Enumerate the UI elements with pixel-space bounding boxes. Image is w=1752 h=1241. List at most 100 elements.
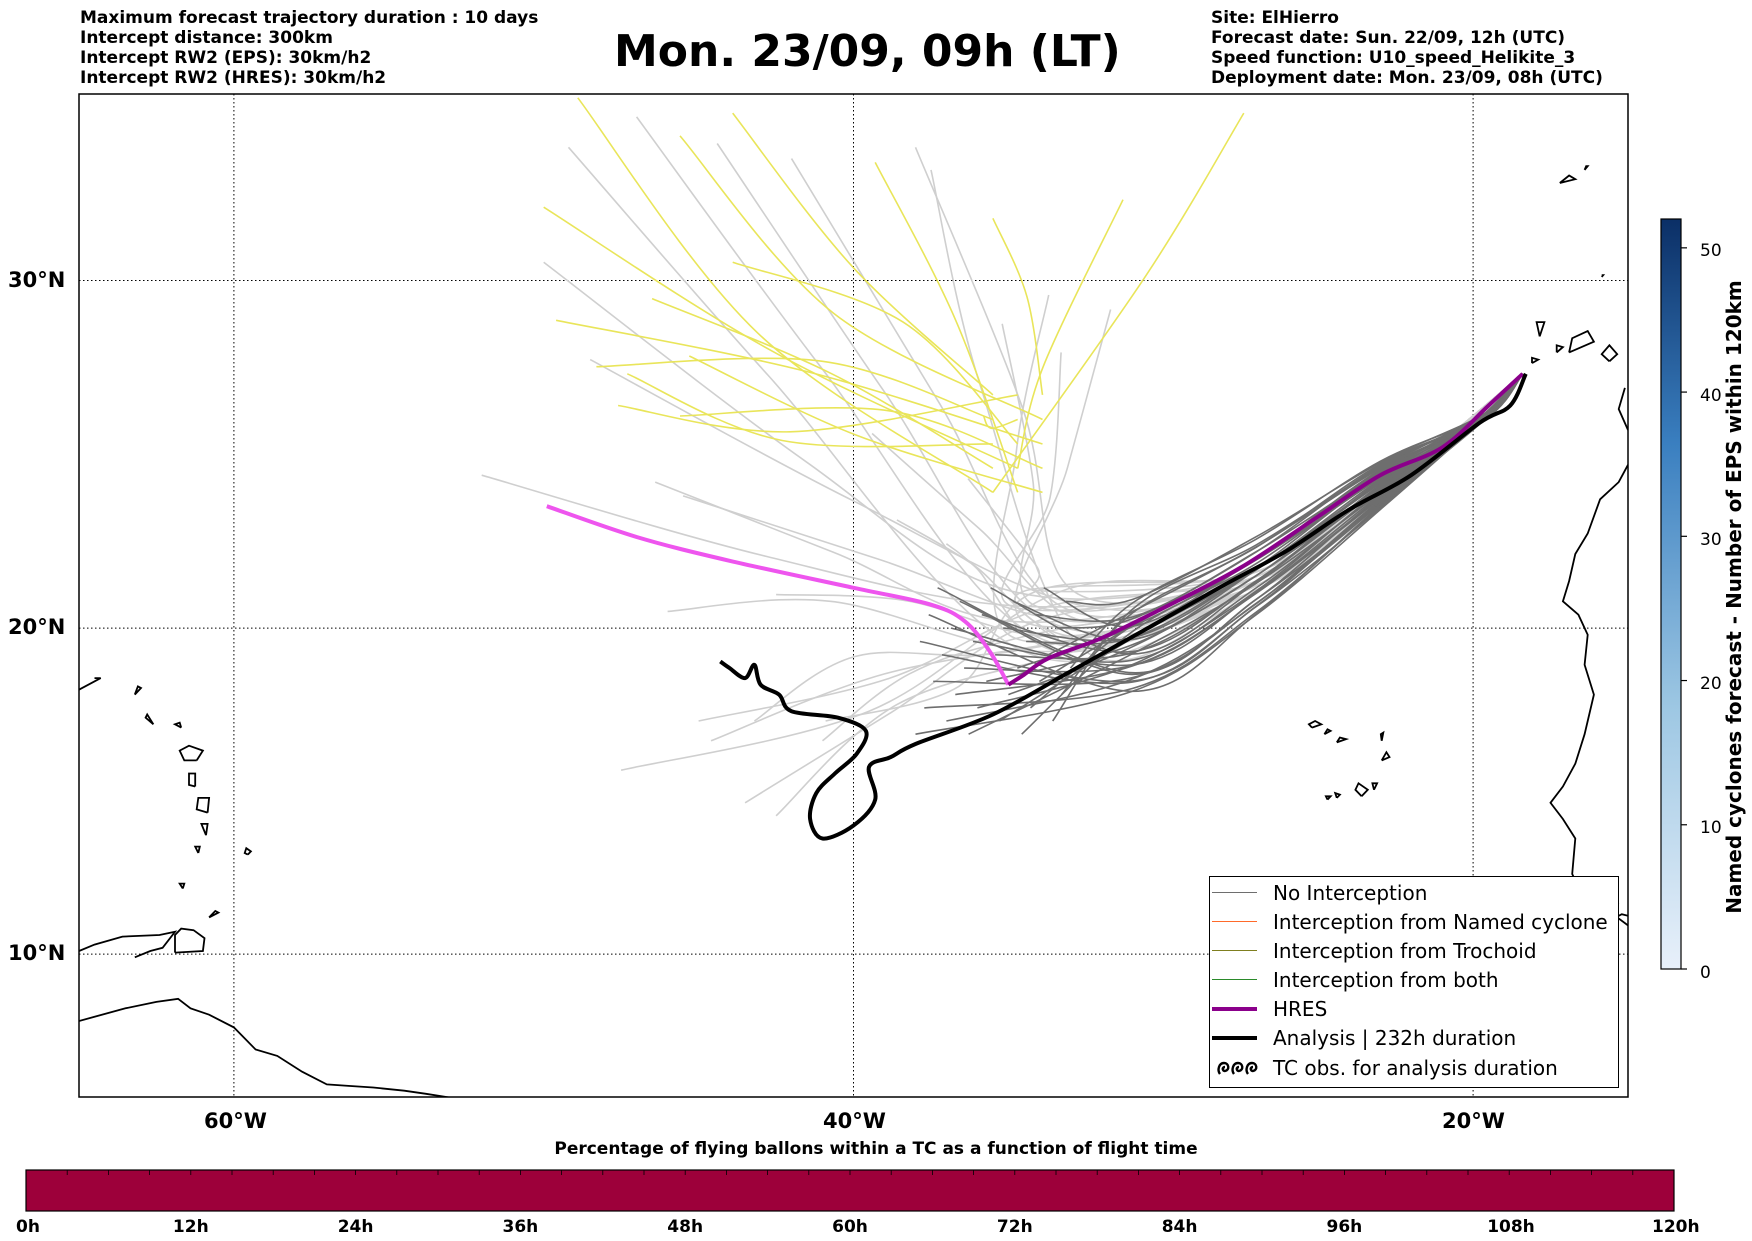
trochoid-faded-trajectory [1016, 199, 1124, 469]
info-line: Speed function: U10_speed_Helikite_3 [1211, 48, 1576, 68]
flight-time-tick-label: 60h [832, 1217, 868, 1237]
flight-time-tick-label: 36h [502, 1217, 539, 1237]
legend-label: Analysis | 232h duration [1273, 1026, 1517, 1050]
legend-swatch-trochoid [1212, 950, 1257, 951]
flight-time-tick-label: 0h [16, 1217, 40, 1237]
trochoid-faded-trajectory [732, 112, 994, 396]
info-line: Intercept RW2 (HRES): 30km/h2 [80, 68, 387, 88]
faded-trajectory [716, 143, 1524, 633]
west-africa-coast [1549, 464, 1628, 927]
cape-verde-santo-antao [1307, 719, 1324, 729]
legend-label: HRES [1273, 997, 1328, 1021]
faded-trajectory [790, 158, 1524, 618]
coastline [79, 165, 1628, 1097]
faded-trajectory [1001, 323, 1524, 613]
flight-time-tick-label: 108h [1487, 1217, 1535, 1237]
cape-verde-sal [1379, 730, 1385, 741]
south-america-coast [79, 997, 452, 1097]
madeira-east [1583, 165, 1590, 171]
trochoid-faded-trajectory [626, 373, 993, 448]
lon-tick-label: 20°W [1442, 1109, 1505, 1133]
legend-swatch-named-cyclone [1212, 921, 1257, 922]
flight-time-tick-label: 84h [1161, 1217, 1198, 1237]
no-interception-trajectory [1034, 373, 1524, 622]
st-vincent-island [193, 845, 201, 854]
legend-label: Interception from both [1273, 968, 1499, 992]
no-interception-trajectory [1026, 373, 1524, 645]
la-gomera-island [1555, 344, 1565, 354]
hres-track-intercepted [1007, 372, 1525, 687]
flight-time-tick-label: 96h [1326, 1217, 1363, 1237]
trochoid-faded-trajectory [982, 415, 1018, 430]
dominica-island [188, 772, 197, 788]
flight-time-bar [25, 1169, 1675, 1212]
bottom-colorbar-title: Percentage of flying ballons within a TC… [554, 1139, 1198, 1159]
header-info-left: Maximum forecast trajectory duration : 1… [80, 8, 538, 88]
trochoid-faded-trajectory [555, 319, 1043, 445]
info-line: Site: ElHierro [1211, 8, 1339, 28]
analysis-track [719, 372, 1528, 841]
salvage-island [1601, 274, 1606, 278]
map-frame [78, 93, 1629, 1098]
legend-swatch-analysis [1212, 1036, 1257, 1040]
info-line: Intercept distance: 300km [80, 28, 333, 48]
trochoid-faded-trajectory [596, 357, 994, 421]
flight-time-tick-label: 72h [996, 1217, 1033, 1237]
trochoid-faded-trajectory [992, 112, 1245, 493]
colorbar-label: Named cyclones forecast - Number of EPS … [1722, 280, 1746, 914]
legend-swatch-no-interception [1212, 892, 1257, 893]
colorbar-tick: 0 [1700, 963, 1711, 983]
anguilla-island [133, 685, 143, 696]
info-line: Deployment date: Mon. 23/09, 08h (UTC) [1211, 68, 1603, 88]
legend-label: Interception from Named cyclone [1273, 910, 1608, 934]
bottom-bar-title-row: Percentage of flying ballons within a TC… [0, 1139, 1752, 1159]
info-line: Maximum forecast trajectory duration : 1… [80, 8, 539, 28]
map-title: Mon. 23/09, 09h (LT) [614, 26, 1121, 77]
faded-trajectory [753, 373, 1524, 722]
legend-box [1209, 876, 1619, 1088]
morocco-coast [1617, 387, 1628, 431]
cape-verde-boa-vista [1380, 750, 1391, 762]
la-palma-island [1535, 321, 1546, 337]
trochoid-faded-trajectory [688, 355, 1043, 494]
map-content [79, 97, 1628, 1097]
trochoid-faded-trajectory [732, 261, 1019, 445]
flight-time-colorbar [25, 1169, 1675, 1212]
trochoid-faded-trajectory [874, 162, 1019, 493]
no-interception-trajectory [1043, 373, 1524, 628]
tenerife-island [1568, 329, 1596, 354]
faded-trajectory [914, 146, 1524, 604]
colorbar-tick: 10 [1700, 818, 1722, 838]
madeira-island [1559, 174, 1578, 184]
tobago-island [208, 909, 221, 919]
legend-swatch-hres [1212, 1007, 1257, 1011]
tc-loops-icon [1217, 1061, 1258, 1075]
el-hierro-island [1531, 356, 1541, 364]
no-interception-trajectory [928, 373, 1524, 693]
no-interception-trajectory [924, 373, 1524, 709]
cape-verde-brava [1324, 795, 1333, 801]
flight-time-tick-label: 12h [172, 1217, 209, 1237]
legend-swatch-both [1212, 979, 1257, 980]
lat-tick-label: 30°N [8, 267, 66, 292]
virgin-islands [79, 677, 102, 691]
lon-tick-label: 60°W [204, 1109, 267, 1133]
trinidad-island [174, 927, 206, 954]
venezuela-coast [79, 930, 178, 959]
guadeloupe-island [178, 744, 205, 762]
cape-verde-maio [1371, 782, 1379, 791]
trochoid-faded-trajectory [651, 297, 994, 469]
trochoid-faded-trajectory [679, 135, 1043, 421]
trochoid-faded-trajectory [992, 217, 1044, 396]
faded-trajectory [682, 373, 1524, 623]
cape-verde-sao-nicolau [1336, 736, 1350, 744]
no-interception-trajectory [995, 373, 1524, 660]
info-line: Forecast date: Sun. 22/09, 12h (UTC) [1211, 28, 1566, 48]
gran-canaria-island [1600, 343, 1619, 362]
st-lucia-island [200, 823, 209, 836]
flight-time-tick-label: 48h [667, 1217, 704, 1237]
flight-time-tick-label: 24h [337, 1217, 374, 1237]
cape-verde-sao-vicente [1323, 728, 1333, 735]
colorbar-tick: 50 [1700, 241, 1722, 261]
